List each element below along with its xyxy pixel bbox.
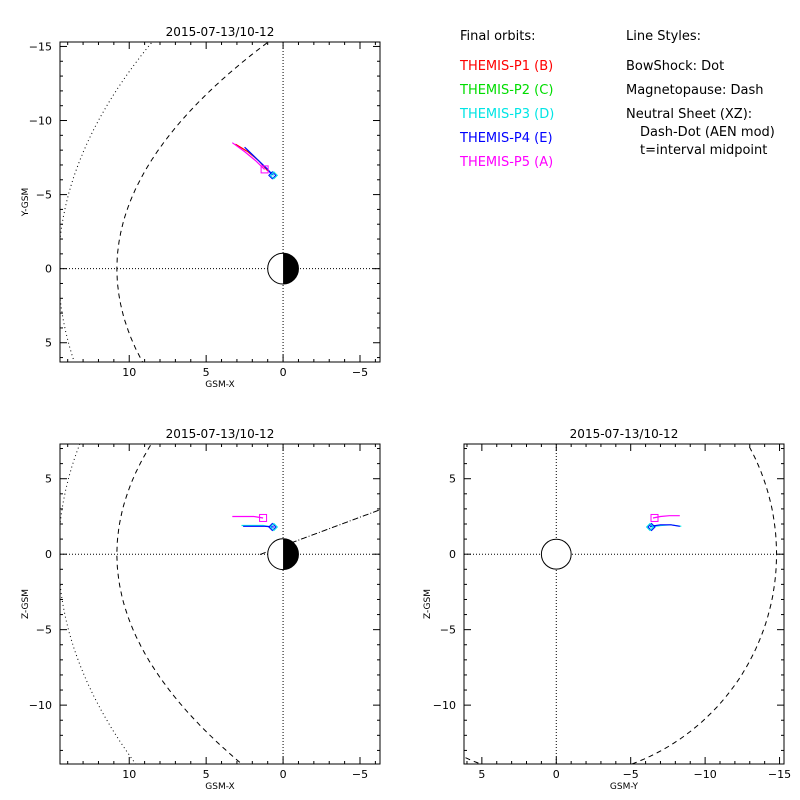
orbit-marker-1 xyxy=(260,165,269,174)
y-tick-label: 5 xyxy=(45,473,52,486)
x-tick-label: 0 xyxy=(280,768,287,781)
orbit-track-1 xyxy=(232,515,264,519)
y-tick-label: −10 xyxy=(433,699,456,712)
y-tick-label: 0 xyxy=(45,548,52,561)
x-tick-label: 10 xyxy=(122,768,136,781)
plot-area xyxy=(60,42,380,362)
line-style-5: t=interval midpoint xyxy=(640,143,767,158)
orbit-marker-1 xyxy=(259,513,268,522)
orbit-marker-1 xyxy=(650,513,659,522)
legend-probe-1: THEMIS-P1 (B) xyxy=(459,59,553,74)
plot-frame xyxy=(463,443,785,765)
plot-panel-1: 10 5 0 −5 5 0 −5 −10 −15 2015-07-13/10-12 GSM-X Y-G… xyxy=(21,25,381,390)
y-tick-label: −5 xyxy=(36,189,52,202)
plot-title: 2015-07-13/10-12 xyxy=(570,427,679,441)
orbit-marker-3 xyxy=(269,522,279,532)
y-tick-label: 5 xyxy=(45,337,52,350)
line-style-1: BowShock: Dot xyxy=(626,59,724,74)
earth-icon xyxy=(540,538,572,570)
y-tick-label: −5 xyxy=(36,624,52,637)
x-tick-label: 5 xyxy=(203,768,210,781)
orbit-track-3 xyxy=(244,146,273,176)
magnetopause-curve xyxy=(116,42,270,362)
legend: Final orbits: THEMIS-P1 (B) THEMIS-P2 (C) T… xyxy=(459,29,775,170)
plot-panel-3: 5 0 −5 −10 −15 5 0 −5 −10 2015-07-13/10-12 GSM-Y Z-… xyxy=(423,427,791,792)
legend-probe-4: THEMIS-P4 (E) xyxy=(459,131,553,146)
bowshock-curve xyxy=(60,42,153,362)
plot-area xyxy=(464,444,784,764)
orbit-marker-2 xyxy=(268,171,277,180)
x-axis-label: GSM-X xyxy=(205,380,234,390)
plot-frame xyxy=(59,443,381,765)
line-styles-heading: Line Styles: xyxy=(626,29,701,44)
x-tick-label: 5 xyxy=(203,366,210,379)
x-tick-label: −5 xyxy=(352,768,368,781)
plot-frame xyxy=(59,41,381,363)
earth-night-side xyxy=(283,538,299,570)
y-tick-label: 0 xyxy=(449,548,456,561)
line-style-4: Dash-Dot (AEN mod) xyxy=(640,125,775,140)
x-tick-label: −15 xyxy=(768,768,791,781)
line-style-2: Magnetopause: Dash xyxy=(626,83,763,98)
x-tick-label: −5 xyxy=(352,366,368,379)
orbit-marker-2 xyxy=(268,522,277,532)
plot-panel-2: 10 5 0 −5 5 0 −5 −10 2015-07-13/10-12 GSM-X Z-GSM xyxy=(21,427,381,792)
plot-title: 2015-07-13/10-12 xyxy=(166,25,275,39)
orbit-track-1 xyxy=(652,515,680,519)
legend-probe-5: THEMIS-P5 (A) xyxy=(459,155,553,170)
x-tick-label: 10 xyxy=(122,366,136,379)
y-tick-label: −15 xyxy=(29,40,52,53)
y-axis-label: Z-GSM xyxy=(423,589,433,619)
earth-night-side xyxy=(283,253,299,285)
legend-probe-2: THEMIS-P2 (C) xyxy=(459,83,553,98)
y-axis-label: Z-GSM xyxy=(21,589,31,619)
legend-heading: Final orbits: xyxy=(460,29,536,44)
y-axis-label: Y-GSM xyxy=(21,188,31,217)
bowshock-curve xyxy=(60,444,137,764)
legend-probe-3: THEMIS-P3 (D) xyxy=(459,107,554,122)
y-tick-label: 0 xyxy=(45,263,52,276)
x-axis-label: GSM-Y xyxy=(610,782,639,792)
x-axis-label: GSM-X xyxy=(205,782,234,792)
plot-area xyxy=(60,444,380,764)
x-tick-label: −10 xyxy=(694,768,717,781)
y-tick-label: −5 xyxy=(440,624,456,637)
orbit-marker-3 xyxy=(645,522,655,532)
orbit-marker-2 xyxy=(647,522,656,532)
x-tick-label: 0 xyxy=(280,366,287,379)
line-style-3: Neutral Sheet (XZ): xyxy=(626,107,752,122)
y-tick-label: −10 xyxy=(29,115,52,128)
y-tick-label: 5 xyxy=(449,473,456,486)
plot-title: 2015-07-13/10-12 xyxy=(166,427,275,441)
x-tick-label: 5 xyxy=(478,768,485,781)
orbit-track-4 xyxy=(231,142,266,170)
orbit-track-3 xyxy=(649,524,680,527)
magnetopause-curve xyxy=(464,444,778,764)
x-tick-label: −5 xyxy=(623,768,639,781)
x-tick-label: 0 xyxy=(553,768,560,781)
orbit-marker-3 xyxy=(269,171,279,180)
y-tick-label: −10 xyxy=(29,699,52,712)
